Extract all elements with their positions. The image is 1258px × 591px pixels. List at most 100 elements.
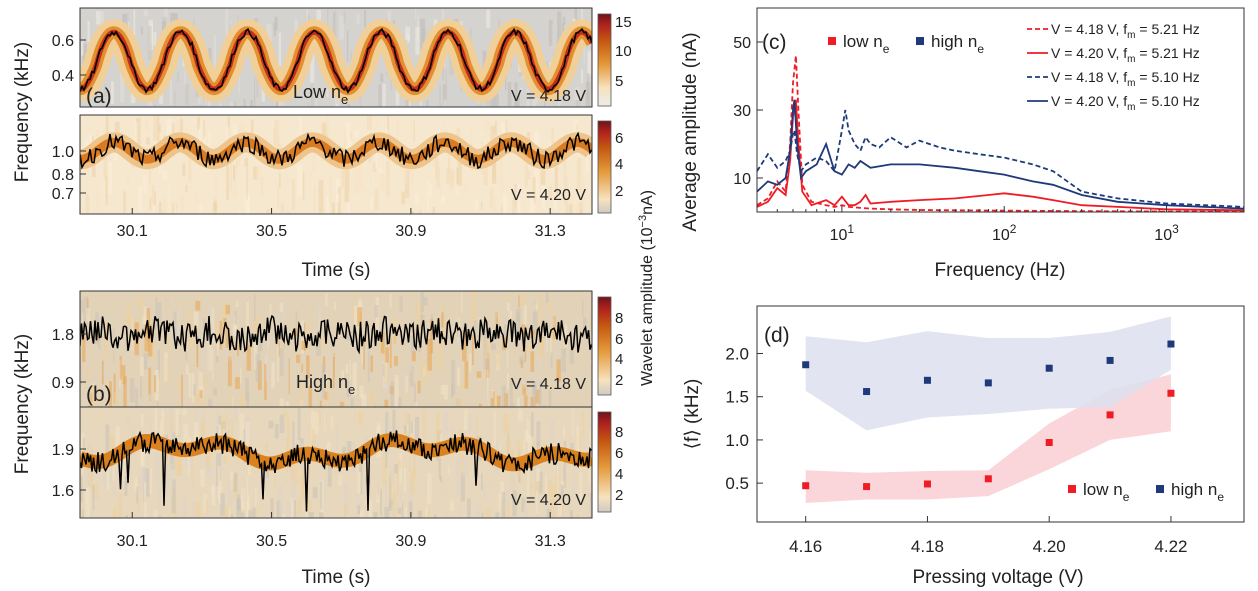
texture-cell: [290, 455, 296, 481]
texture-cell: [295, 311, 298, 345]
texture-cell: [317, 301, 323, 330]
texture-cell: [505, 119, 508, 140]
texture-cell: [509, 378, 513, 407]
texture-cell: [147, 324, 153, 357]
texture-cell: [135, 388, 139, 407]
texture-cell: [408, 413, 411, 440]
texture-cell: [191, 458, 194, 489]
b-top-ytick-2: 0.9: [52, 375, 74, 392]
texture-cell: [520, 324, 526, 335]
texture-cell: [504, 393, 509, 407]
texture-cell: [444, 512, 448, 518]
texture-cell: [339, 158, 343, 191]
texture-cell: [396, 119, 399, 144]
texture-cell: [516, 397, 521, 407]
texture-cell: [274, 424, 279, 439]
texture-cell: [367, 115, 372, 130]
b-top-cbtick-1: 8: [615, 310, 623, 327]
c-ytick-0: 10: [733, 171, 751, 188]
texture-cell: [410, 470, 415, 495]
texture-cell: [514, 82, 518, 107]
texture-cell: [578, 204, 583, 214]
texture-cell: [308, 511, 314, 518]
texture-cell: [370, 355, 374, 373]
texture-cell: [319, 400, 322, 407]
texture-cell: [398, 397, 402, 407]
texture-cell: [550, 333, 552, 357]
texture-cell: [182, 163, 186, 177]
a-top-ytick-2: 0.4: [52, 68, 74, 85]
texture-cell: [246, 475, 248, 504]
texture-cell: [311, 81, 314, 107]
texture-cell: [277, 97, 282, 107]
texture-cell: [376, 116, 379, 126]
texture-cell: [344, 129, 347, 160]
texture-cell: [463, 456, 469, 478]
texture-cell: [241, 512, 245, 518]
texture-cell: [540, 328, 543, 357]
texture-cell: [487, 388, 489, 407]
texture-cell: [377, 485, 379, 500]
a-bottom-voltage: V = 4.20 V: [511, 187, 586, 204]
texture-cell: [415, 8, 417, 21]
texture-cell: [422, 409, 426, 438]
texture-cell: [490, 391, 495, 407]
texture-cell: [518, 339, 520, 368]
texture-cell: [173, 91, 176, 107]
a-xtick-0: 30.1: [117, 223, 148, 240]
texture-cell: [446, 168, 451, 184]
texture-cell: [359, 385, 364, 398]
texture-cell: [136, 487, 139, 504]
texture-cell: [153, 191, 156, 206]
texture-cell: [293, 500, 297, 518]
a-xtick-3: 31.3: [535, 223, 566, 240]
texture-cell: [92, 485, 95, 510]
b-density-label: High ne: [296, 372, 355, 397]
texture-cell: [301, 320, 304, 354]
texture-cell: [534, 475, 540, 496]
d-point-0-2: [923, 480, 931, 488]
texture-cell: [535, 389, 540, 404]
texture-cell: [184, 69, 186, 85]
d-ytick-0: 0.5: [725, 474, 749, 493]
texture-cell: [384, 506, 390, 518]
texture-cell: [587, 50, 592, 74]
texture-cell: [265, 353, 269, 382]
texture-cell: [530, 396, 535, 407]
texture-cell: [253, 322, 257, 333]
texture-cell: [250, 119, 254, 146]
b-top-cbtick-2: 6: [615, 331, 623, 348]
b-xtick-3: 31.3: [535, 533, 566, 550]
d-legend-high: high ne: [1171, 480, 1224, 504]
texture-cell: [268, 420, 274, 429]
texture-cell: [546, 508, 552, 518]
texture-cell: [576, 157, 582, 194]
texture-cell: [576, 514, 579, 518]
texture-cell: [252, 501, 255, 509]
texture-cell: [208, 461, 212, 479]
texture-cell: [274, 16, 278, 31]
texture-cell: [347, 104, 350, 107]
texture-cell: [548, 186, 553, 200]
texture-cell: [413, 120, 415, 143]
texture-cell: [158, 201, 162, 214]
texture-cell: [185, 185, 188, 193]
texture-cell: [422, 346, 425, 358]
texture-cell: [563, 466, 566, 488]
b-bottom-ytick-2: 1.6: [52, 483, 74, 500]
texture-cell: [185, 84, 189, 106]
a-bottom-ytick-3: 0.7: [52, 186, 74, 203]
texture-cell: [389, 473, 392, 505]
texture-cell: [438, 443, 441, 473]
texture-cell: [326, 352, 329, 371]
texture-cell: [326, 88, 329, 98]
texture-cell: [401, 372, 407, 392]
b-bottom-voltage: V = 4.20 V: [511, 492, 586, 509]
texture-cell: [476, 371, 482, 378]
texture-cell: [590, 333, 592, 365]
texture-cell: [542, 405, 547, 407]
texture-cell: [149, 158, 151, 184]
texture-cell: [270, 498, 274, 518]
texture-cell: [237, 340, 239, 357]
texture-cell: [320, 481, 323, 509]
